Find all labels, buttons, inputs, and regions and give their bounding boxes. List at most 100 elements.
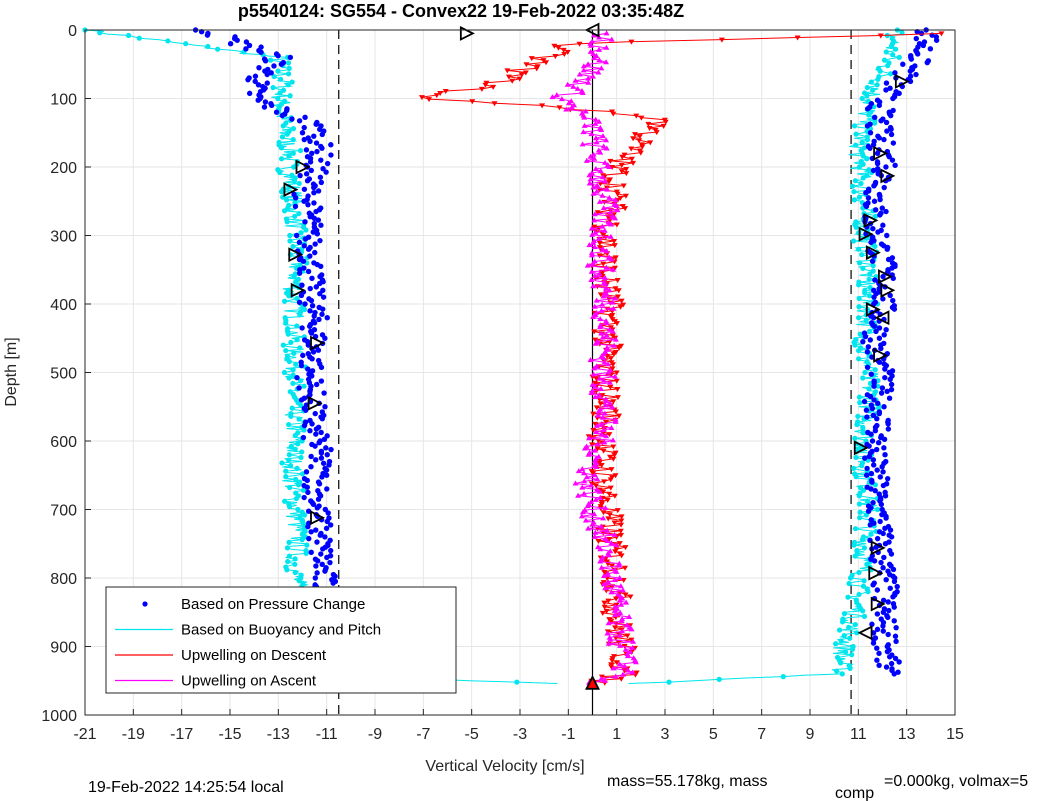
pressure-point <box>307 308 313 314</box>
buoyancy-point <box>856 569 862 576</box>
upwelling-ascent-marker <box>590 314 597 320</box>
upwelling-descent-marker <box>561 51 568 57</box>
buoyancy-point <box>855 413 861 419</box>
buoyancy-point <box>868 79 874 85</box>
buoyancy-point <box>851 465 857 471</box>
upwelling-ascent-marker <box>607 209 614 215</box>
upwelling-ascent-marker <box>588 252 595 258</box>
upwelling-ascent-marker <box>579 484 586 490</box>
buoyancy-point <box>283 474 289 480</box>
buoyancy-point <box>287 238 293 244</box>
pressure-point <box>319 561 325 567</box>
pressure-point <box>303 147 310 153</box>
pressure-point <box>310 349 317 355</box>
upwelling-descent-marker <box>418 95 425 101</box>
buoyancy-point <box>298 230 304 236</box>
pressure-point <box>908 56 915 62</box>
pressure-point <box>880 273 886 280</box>
upwelling-ascent-marker <box>632 659 639 665</box>
buoyancy-point <box>286 504 293 510</box>
pressure-point <box>298 292 305 299</box>
upwelling-ascent-marker <box>592 135 599 141</box>
pressure-point <box>880 469 886 475</box>
pressure-point <box>907 68 913 74</box>
upwelling-ascent-marker <box>579 509 586 515</box>
pressure-point <box>287 54 294 61</box>
pressure-point <box>323 445 329 451</box>
pressure-point <box>877 212 883 218</box>
upwelling-ascent-marker <box>585 75 592 81</box>
pressure-point <box>318 455 325 461</box>
upwelling-ascent-marker <box>599 414 606 420</box>
upwelling-descent-marker <box>433 93 440 99</box>
upwelling-descent-marker <box>552 54 559 60</box>
upwelling-ascent-marker <box>579 141 586 147</box>
pressure-point <box>309 356 315 362</box>
pressure-point <box>315 217 322 223</box>
upwelling-ascent-marker <box>578 513 585 519</box>
upwelling-descent-marker <box>597 401 604 407</box>
pressure-point <box>869 438 876 444</box>
buoyancy-point <box>851 197 857 203</box>
buoyancy-point <box>286 421 292 428</box>
upwelling-ascent-marker <box>597 149 604 155</box>
buoyancy-point <box>270 84 276 91</box>
upwelling-descent-marker <box>612 286 619 292</box>
buoyancy-point <box>864 172 870 178</box>
upwelling-ascent-marker <box>580 63 587 69</box>
pressure-point <box>328 152 334 158</box>
upwelling-ascent-marker <box>591 365 598 371</box>
upwelling-descent-marker <box>618 553 625 559</box>
pressure-point <box>876 335 883 341</box>
buoyancy-point <box>877 68 883 74</box>
buoyancy-point <box>299 449 305 455</box>
upwelling-ascent-marker <box>610 305 617 311</box>
buoyancy-point <box>862 369 868 376</box>
pressure-point <box>313 431 319 437</box>
upwelling-ascent-marker <box>603 145 610 151</box>
buoyancy-point <box>872 243 878 250</box>
pressure-point <box>304 178 311 184</box>
upwelling-descent-marker <box>618 169 625 175</box>
pressure-point <box>308 330 315 336</box>
buoyancy-point <box>295 482 302 488</box>
upwelling-ascent-marker <box>607 636 614 642</box>
pressure-point <box>273 109 280 115</box>
buoyancy-point <box>859 252 865 258</box>
upwelling-ascent-marker <box>604 527 611 533</box>
buoyancy-point <box>297 345 303 351</box>
flag-marker <box>870 596 886 612</box>
pressure-point <box>860 338 866 345</box>
buoyancy-point <box>286 153 292 159</box>
upwelling-descent-marker <box>555 45 562 51</box>
pressure-point <box>884 388 890 395</box>
pressure-point <box>303 407 309 413</box>
buoyancy-point <box>284 567 290 573</box>
buoyancy-point <box>297 312 303 318</box>
buoyancy-point <box>303 227 309 233</box>
upwelling-descent-marker <box>607 384 614 390</box>
pressure-point <box>262 58 269 64</box>
pressure-point <box>325 510 331 516</box>
y-tick-label: 500 <box>50 366 77 383</box>
buoyancy-point <box>833 641 839 647</box>
buoyancy-point <box>845 594 851 600</box>
buoyancy-point <box>275 68 281 74</box>
upwelling-descent-marker <box>442 88 449 94</box>
upwelling-ascent-marker <box>605 219 612 225</box>
pressure-point <box>874 587 881 593</box>
pressure-point <box>301 186 308 192</box>
pressure-point <box>871 198 878 204</box>
pressure-point <box>299 130 306 136</box>
buoyancy-point <box>292 556 298 562</box>
upwelling-ascent-marker <box>604 570 611 576</box>
upwelling-ascent-marker <box>564 81 571 87</box>
pressure-point <box>318 179 325 186</box>
buoyancy-point <box>834 668 840 674</box>
upwelling-ascent-marker <box>619 671 626 677</box>
pressure-point <box>312 410 318 417</box>
upwelling-ascent-marker <box>597 324 604 330</box>
upwelling-descent-marker <box>560 47 567 53</box>
buoyancy-point <box>849 183 856 189</box>
upwelling-ascent-marker <box>581 122 588 128</box>
